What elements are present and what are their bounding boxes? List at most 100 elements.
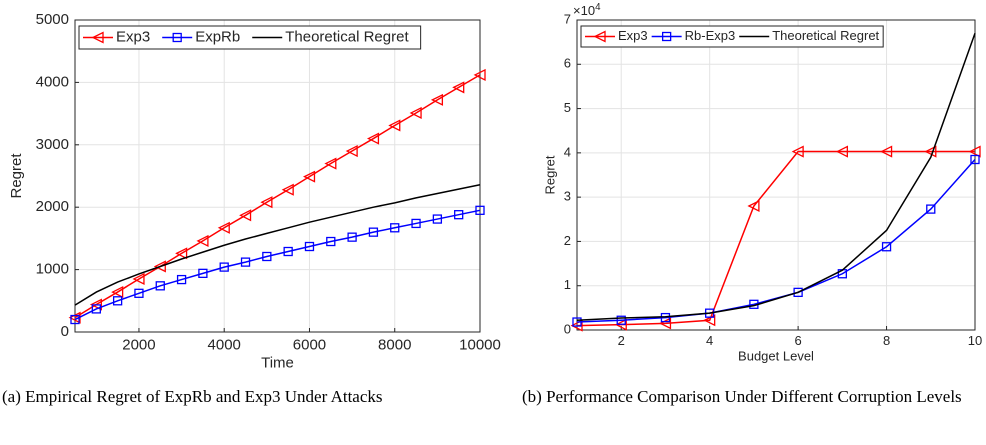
marker: [432, 214, 443, 224]
legend-box: [580, 25, 884, 48]
y-tick-label: 2000: [36, 198, 69, 215]
legend-label: Theoretical Regret: [772, 28, 879, 43]
plot-frame: [576, 19, 976, 331]
marker: [409, 106, 422, 120]
x-axis-label: Budget Level: [738, 349, 814, 364]
chart: 0 1000 2000 3000 4000 5000 2000 4000 6000 8000 100…: [8, 11, 501, 372]
y-tick-label: 2: [564, 233, 571, 248]
marker: [155, 281, 165, 291]
legend-label: Exp3: [618, 28, 648, 43]
marker: [366, 132, 380, 145]
marker: [198, 268, 208, 278]
legend-label: Exp3: [116, 28, 150, 45]
x-tick-label: 2: [618, 333, 625, 348]
marker: [239, 209, 252, 222]
marker: [791, 145, 804, 158]
plot-frame: [74, 19, 481, 333]
marker: [132, 272, 145, 286]
y-tick-label: 1000: [36, 261, 69, 278]
legend-marker: [91, 31, 104, 44]
y-tick-label: 4000: [36, 73, 69, 90]
legend: Exp3 ExpRb Theoretical Regret: [78, 25, 422, 50]
series-line: [576, 33, 976, 322]
x-tick-label: 4000: [208, 336, 241, 353]
y-scale-label: ×104: [573, 2, 601, 19]
marker: [835, 145, 848, 158]
legend-label: Theoretical Regret: [285, 28, 409, 45]
legend-marker: [661, 31, 672, 42]
marker: [572, 317, 582, 327]
y-tick-label: 6: [564, 56, 571, 71]
marker: [175, 247, 188, 260]
y-tick-label: 5: [564, 100, 571, 115]
marker: [924, 145, 937, 158]
marker: [345, 144, 358, 158]
marker: [570, 319, 583, 332]
marker: [614, 318, 627, 331]
x-tick-label: 10000: [459, 336, 501, 353]
marker: [196, 234, 209, 247]
y-tick-label: 0: [564, 321, 571, 336]
marker: [89, 298, 102, 311]
x-tick-label: 8: [883, 333, 890, 348]
marker: [111, 286, 124, 299]
legend-marker: [593, 30, 606, 43]
marker: [326, 236, 336, 247]
y-axis-label: Regret: [8, 153, 25, 199]
y-tick-label: 5000: [36, 11, 69, 28]
scale-exponent: 4: [595, 2, 601, 13]
marker: [368, 227, 379, 237]
marker: [260, 196, 273, 209]
marker: [283, 246, 293, 257]
y-tick-label: 3: [564, 189, 571, 204]
marker: [303, 170, 316, 183]
marker: [430, 93, 444, 106]
y-tick-label: 4: [564, 144, 571, 159]
marker: [217, 221, 230, 234]
legend-label: Rb-Exp3: [685, 28, 736, 43]
legend-marker: [172, 32, 182, 43]
legend-box: [78, 25, 422, 50]
y-tick-label: 7: [564, 11, 571, 26]
marker: [219, 262, 229, 272]
y-tick-label: 0: [61, 323, 69, 340]
marker: [176, 274, 187, 285]
caption: (a) Empirical Regret of ExpRb and Exp3 U…: [2, 387, 383, 406]
marker: [281, 183, 294, 196]
legend: Exp3 Rb-Exp3 Theoretical Regret: [580, 25, 884, 48]
x-axis-label: Time: [261, 354, 294, 371]
y-tick-label: 3000: [36, 136, 69, 153]
marker: [134, 288, 144, 298]
marker: [968, 145, 981, 158]
marker: [70, 314, 80, 325]
marker: [793, 287, 803, 298]
marker: [390, 223, 400, 233]
marker: [153, 260, 166, 273]
x-tick-label: 6: [794, 333, 801, 348]
marker: [324, 157, 337, 170]
x-tick-label: 10: [968, 333, 982, 348]
series-line: [576, 150, 975, 327]
marker: [304, 241, 315, 252]
marker: [881, 242, 892, 252]
marker: [660, 312, 671, 323]
x-tick-label: 4: [706, 333, 713, 348]
marker: [411, 218, 421, 229]
series-line: [74, 184, 481, 306]
marker: [970, 154, 980, 165]
marker: [926, 204, 936, 214]
scale-base: ×10: [573, 3, 595, 18]
marker: [347, 232, 357, 242]
marker: [112, 296, 123, 306]
marker: [240, 257, 251, 267]
series-line: [74, 209, 481, 321]
marker: [747, 199, 760, 213]
marker: [475, 205, 485, 215]
marker: [880, 145, 893, 158]
legend-label: ExpRb: [195, 28, 240, 45]
x-tick-label: 6000: [293, 336, 326, 353]
marker: [473, 68, 486, 81]
